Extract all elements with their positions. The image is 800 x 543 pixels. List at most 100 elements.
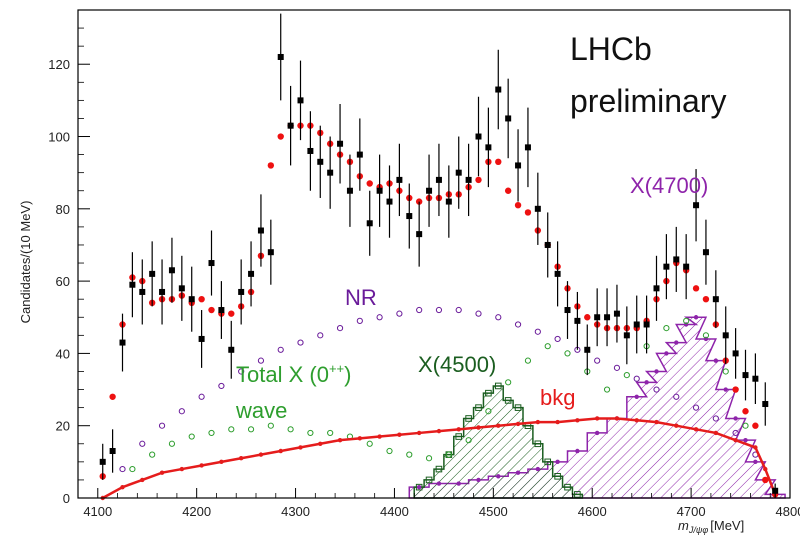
nr-marker: [435, 306, 443, 314]
total-x0-marker: [307, 429, 314, 437]
nr-marker: [732, 429, 739, 437]
data-point: [475, 133, 482, 140]
bkg-marker: [238, 456, 244, 461]
nr-marker: [119, 465, 126, 473]
y-axis-label: Candidates/(10 MeV): [18, 201, 33, 324]
fit-point: [584, 314, 591, 321]
data-point: [594, 314, 601, 321]
data-point: [366, 220, 373, 227]
bkg-marker: [614, 416, 620, 421]
data-point: [159, 288, 166, 295]
total-x0-close: ): [344, 362, 351, 387]
nr-marker: [554, 335, 561, 343]
x4500-marker: [465, 415, 472, 422]
total-x0-marker: [485, 408, 492, 415]
bkg-annotation: bkg: [540, 385, 575, 410]
data-point: [307, 147, 314, 154]
total-x0-marker: [188, 433, 195, 440]
data-point: [416, 231, 423, 238]
nr-marker: [257, 357, 265, 364]
total-x0-marker: [287, 426, 294, 433]
x4700-marker: [733, 416, 738, 421]
bkg-marker: [713, 430, 719, 436]
bkg-marker: [278, 448, 283, 454]
fit-point: [504, 187, 512, 194]
total-x0-marker: [208, 429, 215, 437]
data-point: [604, 314, 611, 321]
x4500-marker: [435, 465, 443, 473]
bkg-marker: [575, 418, 580, 423]
data-point: [426, 187, 433, 194]
total-x0-marker: [267, 422, 274, 429]
x4500-marker: [534, 440, 542, 448]
fit-point: [514, 202, 522, 209]
data-point: [752, 375, 759, 382]
bkg-marker: [219, 459, 224, 465]
data-point: [544, 241, 551, 248]
fit-point: [732, 386, 739, 393]
data-point: [109, 448, 116, 455]
fit-point: [752, 422, 759, 429]
bkg-curve: [102, 417, 777, 500]
y-tick-label: 120: [48, 57, 70, 72]
total-x0-marker: [327, 429, 334, 437]
x4700-marker: [436, 481, 442, 486]
x4700-marker: [664, 351, 669, 356]
x-tick-label: 4300: [281, 504, 310, 519]
data-point: [663, 263, 670, 270]
total-x0-text: Total X (0: [236, 362, 329, 387]
nr-annotation: NR: [345, 285, 377, 310]
x4500-marker: [514, 404, 522, 411]
x-tick-label: 4200: [182, 504, 211, 519]
data-point: [722, 332, 729, 339]
data-point: [267, 249, 274, 256]
x-tick-label: 4400: [380, 504, 409, 519]
bkg-marker: [496, 423, 501, 428]
data-point: [139, 288, 146, 295]
data-point: [693, 202, 700, 209]
bkg-marker: [318, 441, 323, 446]
data-point: [168, 267, 175, 274]
x4500-marker: [415, 483, 423, 491]
x4500-marker: [504, 397, 512, 404]
x-axis-subscript: J/ψφ: [688, 525, 709, 535]
fit-point: [692, 285, 700, 292]
total-x0-marker: [465, 437, 472, 444]
nr-marker: [277, 346, 284, 353]
nr-marker: [534, 328, 541, 335]
bkg-marker: [674, 423, 679, 428]
fit-point: [267, 162, 275, 169]
total-x0-marker: [603, 386, 611, 393]
data-point: [495, 86, 502, 93]
data-point: [485, 144, 492, 151]
total-x0-marker: [129, 465, 136, 473]
data-point: [248, 270, 255, 277]
nr-marker: [416, 306, 423, 314]
data-point: [435, 176, 442, 183]
data-point: [584, 346, 591, 353]
data-point: [406, 213, 413, 220]
nr-marker: [712, 415, 719, 422]
data-point: [515, 162, 522, 169]
data-point: [445, 198, 452, 205]
total-x0-marker: [505, 379, 512, 386]
data-points: [99, 13, 779, 498]
x-tick-label: 4500: [479, 504, 508, 519]
fit-point: [524, 209, 532, 216]
y-tick-label: 20: [56, 419, 70, 434]
total-x0-marker: [742, 422, 749, 429]
x-tick-label: 4700: [677, 504, 706, 519]
bkg-marker: [377, 434, 382, 439]
data-point: [386, 198, 393, 205]
nr-marker: [514, 321, 522, 328]
total-x0-marker: [702, 332, 710, 339]
nr-marker: [297, 339, 304, 346]
data-point: [574, 317, 581, 324]
x4500-marker: [455, 433, 463, 440]
bkg-marker: [456, 427, 461, 432]
bkg-marker: [337, 437, 343, 443]
bkg-marker: [357, 436, 363, 441]
bkg-marker: [179, 466, 185, 472]
x-axis-label: mJ/ψφ [MeV]: [678, 518, 744, 535]
